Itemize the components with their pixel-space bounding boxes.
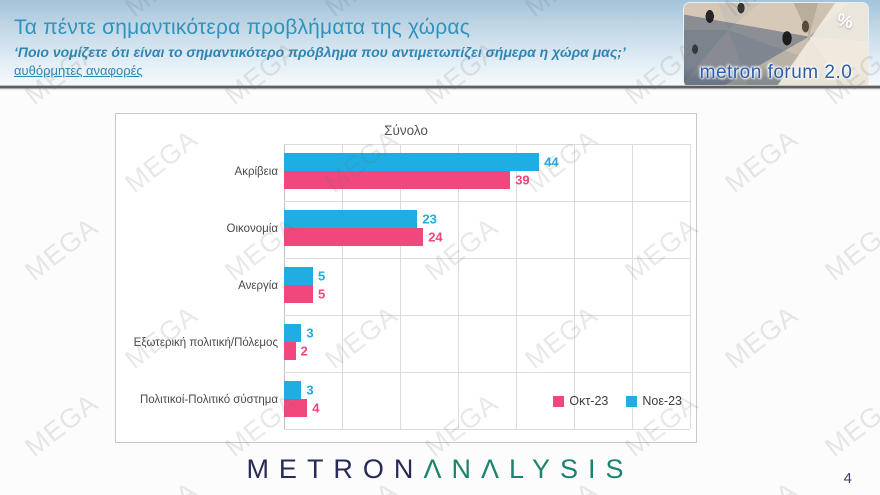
chart-row: Οικονομία 23 24 — [227, 201, 690, 258]
gridline — [284, 315, 690, 316]
bar-value: 4 — [312, 400, 320, 416]
bar-value: 3 — [306, 325, 314, 341]
watermark-text: MEGA — [0, 123, 4, 199]
survey-question: ‘Ποιο νομίζετε ότι είναι το σημαντικότερ… — [14, 44, 626, 60]
bar-value: 23 — [422, 211, 437, 227]
gridline — [284, 372, 690, 373]
gridline — [342, 144, 343, 429]
footer-logo-metron: METRON — [246, 454, 424, 484]
legend-swatch-okt23 — [553, 395, 565, 407]
legend-label-okt23: Οκτ-23 — [569, 394, 609, 408]
chart-row: Πολιτικοί-Πολιτικό σύστημα 3 4 — [140, 372, 690, 429]
bar-value: 44 — [544, 154, 559, 170]
bar-Οκτ-23: 39 — [284, 171, 530, 189]
bar-Νοε-23: 3 — [284, 381, 314, 399]
bar-Νοε-23: 23 — [284, 210, 437, 228]
legend-item-noe23: Νοε-23 — [626, 394, 682, 408]
category-label: Οικονομία — [226, 222, 278, 235]
legend-item-okt23: Οκτ-23 — [553, 394, 608, 408]
category-label: Ανεργία — [238, 279, 278, 292]
bar-Νοε-23: 3 — [284, 324, 314, 342]
gridline — [400, 144, 401, 429]
legend: Οκτ-23 Νοε-23 — [553, 394, 682, 408]
legend-label-noe23: Νοε-23 — [642, 394, 682, 408]
chart-row: Ανεργία 5 5 — [238, 258, 690, 315]
watermark-text: MEGA — [819, 387, 880, 463]
watermark-text: MEGA — [719, 123, 804, 199]
chart-title: Σύνολο — [384, 123, 428, 138]
header: Τα πέντε σημαντικότερα προβλήματα της χώ… — [0, 0, 880, 88]
bar-Οκτ-23: 2 — [284, 342, 308, 360]
plot-area: Ακρίβεια 44 39 Οικονομία 23 24 Ανεργία 5 5 Εξωτερ… — [134, 144, 691, 430]
bar-value: 5 — [318, 286, 326, 302]
category-label: Ακρίβεια — [234, 165, 278, 178]
bar-Νοε-23: 5 — [284, 267, 325, 285]
bar-value: 5 — [318, 268, 326, 284]
metron-forum-logo: % metron forum 2.0 — [683, 2, 869, 88]
gridline — [632, 144, 633, 429]
chart: Σύνολο Ακρίβεια 44 39 Οικονομία 23 24 Ανεργία 5… — [115, 113, 697, 443]
header-divider — [0, 85, 880, 90]
page-title: Τα πέντε σημαντικότερα προβλήματα της χώ… — [14, 16, 471, 39]
watermark-text: MEGA — [0, 299, 4, 375]
watermark-text: MEGA — [19, 211, 104, 287]
bar-value: 3 — [306, 382, 314, 398]
bar-Οκτ-23: 24 — [284, 228, 443, 246]
bar-value: 24 — [428, 229, 443, 245]
watermark-text: MEGA — [819, 211, 880, 287]
gridline — [516, 144, 517, 429]
bar-Οκτ-23: 4 — [284, 399, 319, 417]
watermark-text: MEGA — [19, 387, 104, 463]
category-label: Εξωτερική πολιτική/Πόλεμος — [133, 336, 278, 349]
bar-Οκτ-23: 5 — [284, 285, 325, 303]
page-number: 4 — [843, 470, 852, 487]
legend-swatch-noe23 — [626, 395, 638, 407]
watermark-text: MEGA — [719, 299, 804, 375]
category-label: Πολιτικοί-Πολιτικό σύστημα — [139, 393, 278, 406]
footer-logo-analysis: ΛNΛLYSIS — [423, 454, 634, 484]
gridline — [690, 144, 691, 429]
logo-text: metron forum 2.0 — [699, 62, 853, 83]
bar-value: 39 — [515, 172, 530, 188]
bar-Νοε-23: 44 — [284, 153, 559, 171]
gridline — [574, 144, 575, 429]
gridline — [284, 429, 690, 430]
chart-row: Ακρίβεια 44 39 — [235, 144, 690, 201]
bar-value: 2 — [300, 343, 308, 359]
gridline — [284, 144, 690, 145]
chart-row: Εξωτερική πολιτική/Πόλεμος 3 2 — [134, 315, 690, 372]
percent-icon: % — [835, 9, 856, 33]
gridline — [458, 144, 459, 429]
footer-logo: METRONΛNΛLYSIS — [0, 454, 880, 485]
gridline — [284, 258, 690, 259]
gridline — [284, 201, 690, 202]
note-spontaneous-mentions: αυθόρμητες αναφορές — [14, 63, 143, 78]
